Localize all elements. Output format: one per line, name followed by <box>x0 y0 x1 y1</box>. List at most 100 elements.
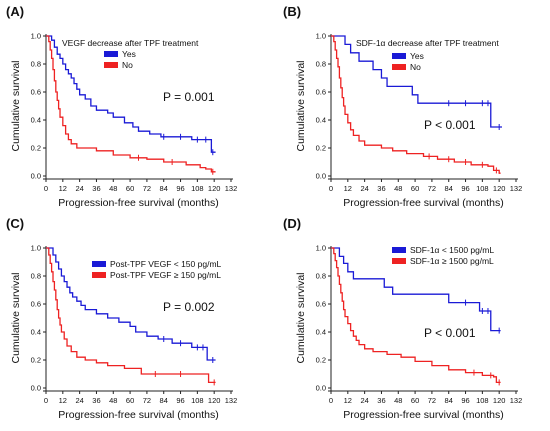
y-axis-title: Cumulative survival <box>10 60 22 151</box>
y-tick-label: 0.0 <box>316 384 326 393</box>
x-tick-label: 12 <box>344 396 352 405</box>
x-tick-label: 72 <box>143 184 151 193</box>
p-value: P = 0.002 <box>163 300 215 314</box>
y-tick-label: 0.6 <box>316 300 326 309</box>
survival-curve-a <box>46 247 216 361</box>
panel-label: (D) <box>283 216 301 231</box>
y-axis-title: Cumulative survival <box>295 272 307 363</box>
y-tick-label: 0.4 <box>316 116 326 125</box>
x-tick-label: 72 <box>428 184 436 193</box>
y-axis-title: Cumulative survival <box>295 60 307 151</box>
y-tick-label: 0.4 <box>31 328 41 337</box>
x-tick-label: 108 <box>476 184 489 193</box>
y-axis-title: Cumulative survival <box>10 272 22 363</box>
x-tick-label: 108 <box>476 396 489 405</box>
chart-annotation: SDF-1α decrease after TPF treatment <box>356 38 499 48</box>
x-tick-label: 24 <box>360 396 368 405</box>
legend-label: No <box>122 60 133 70</box>
x-axis-title: Progression-free survival (months) <box>58 409 218 421</box>
x-tick-label: 24 <box>75 396 83 405</box>
legend-label: SDF-1α < 1500 pg/mL <box>410 245 494 255</box>
x-tick-label: 60 <box>126 184 134 193</box>
legend-label: Post-TPF VEGF ≥ 150 pg/mL <box>110 270 221 280</box>
y-tick-label: 0.6 <box>316 88 326 97</box>
x-tick-label: 96 <box>176 184 184 193</box>
x-tick-label: 36 <box>377 396 385 405</box>
p-value: P < 0.001 <box>424 118 476 132</box>
x-tick-label: 120 <box>493 396 506 405</box>
x-axis-title: Progression-free survival (months) <box>343 197 503 209</box>
y-tick-label: 0.0 <box>316 172 326 181</box>
x-tick-label: 12 <box>59 396 67 405</box>
y-tick-label: 0.4 <box>31 116 41 125</box>
p-value: P < 0.001 <box>424 326 476 340</box>
y-tick-label: 0.2 <box>31 356 41 365</box>
x-tick-label: 72 <box>428 396 436 405</box>
x-tick-label: 132 <box>225 396 238 405</box>
chart-panel-d: (D) 0.0 0.2 0.4 0.6 0.8 1.0 0 12 24 36 48 60 72 84 96 10… <box>283 216 522 421</box>
x-tick-label: 132 <box>510 184 523 193</box>
chart-panel-c: (C) 0.0 0.2 0.4 0.6 0.8 1.0 0 12 24 36 48 60 72 84 96 10… <box>6 216 237 421</box>
x-tick-label: 96 <box>176 396 184 405</box>
x-tick-label: 48 <box>394 396 402 405</box>
x-tick-label: 60 <box>126 396 134 405</box>
x-tick-label: 12 <box>59 184 67 193</box>
x-tick-label: 48 <box>394 184 402 193</box>
y-tick-label: 0.8 <box>31 272 41 281</box>
y-tick-label: 0.2 <box>316 356 326 365</box>
y-tick-label: 1.0 <box>316 32 326 41</box>
legend-swatch <box>104 62 118 68</box>
y-tick-label: 1.0 <box>31 244 41 253</box>
x-tick-label: 0 <box>44 184 48 193</box>
x-tick-label: 0 <box>44 396 48 405</box>
x-tick-label: 48 <box>109 184 117 193</box>
y-tick-label: 0.8 <box>316 60 326 69</box>
x-tick-label: 36 <box>377 184 385 193</box>
legend-swatch <box>92 261 106 267</box>
x-tick-label: 120 <box>493 184 506 193</box>
panel-label: (A) <box>6 4 24 19</box>
x-tick-label: 12 <box>344 184 352 193</box>
chart-panel-a: (A) 0.0 0.2 0.4 0.6 0.8 1.0 0 12 24 36 48 60 72 84 96 10… <box>6 4 237 209</box>
y-tick-label: 1.0 <box>31 32 41 41</box>
legend-swatch <box>392 53 406 59</box>
y-tick-label: 0.2 <box>316 144 326 153</box>
x-tick-label: 108 <box>191 184 204 193</box>
survival-curve-b <box>46 35 216 173</box>
p-value: P = 0.001 <box>163 90 215 104</box>
legend-label: SDF-1α ≥ 1500 pg/mL <box>410 256 494 266</box>
panel-label: (B) <box>283 4 301 19</box>
chart-annotation: VEGF decrease after TPF treatment <box>62 38 199 48</box>
panel-label: (C) <box>6 216 24 231</box>
x-tick-label: 84 <box>160 184 168 193</box>
survival-curve-a <box>331 35 502 128</box>
x-tick-label: 120 <box>208 184 221 193</box>
x-tick-label: 84 <box>445 396 453 405</box>
legend-swatch <box>392 247 406 253</box>
survival-curve-b <box>331 247 501 384</box>
legend-label: No <box>410 62 421 72</box>
legend-swatch <box>392 258 406 264</box>
x-tick-label: 24 <box>360 184 368 193</box>
y-tick-label: 0.0 <box>31 172 41 181</box>
y-tick-label: 0.6 <box>31 88 41 97</box>
legend-label: Yes <box>122 49 136 59</box>
legend-swatch <box>392 64 406 70</box>
y-tick-label: 0.8 <box>31 60 41 69</box>
y-tick-label: 0.0 <box>31 384 41 393</box>
x-tick-label: 84 <box>445 184 453 193</box>
x-tick-label: 108 <box>191 396 204 405</box>
x-tick-label: 36 <box>92 396 100 405</box>
chart-panel-b: (B) 0.0 0.2 0.4 0.6 0.8 1.0 0 12 24 36 48 60 72 84 96 10… <box>283 4 522 209</box>
y-tick-label: 0.2 <box>31 144 41 153</box>
x-tick-label: 132 <box>510 396 523 405</box>
y-tick-label: 0.4 <box>316 328 326 337</box>
survival-curve-b <box>331 35 501 174</box>
x-tick-label: 96 <box>461 396 469 405</box>
x-tick-label: 24 <box>75 184 83 193</box>
x-axis-title: Progression-free survival (months) <box>58 197 218 209</box>
y-tick-label: 0.6 <box>31 300 41 309</box>
x-tick-label: 60 <box>411 396 419 405</box>
x-tick-label: 48 <box>109 396 117 405</box>
